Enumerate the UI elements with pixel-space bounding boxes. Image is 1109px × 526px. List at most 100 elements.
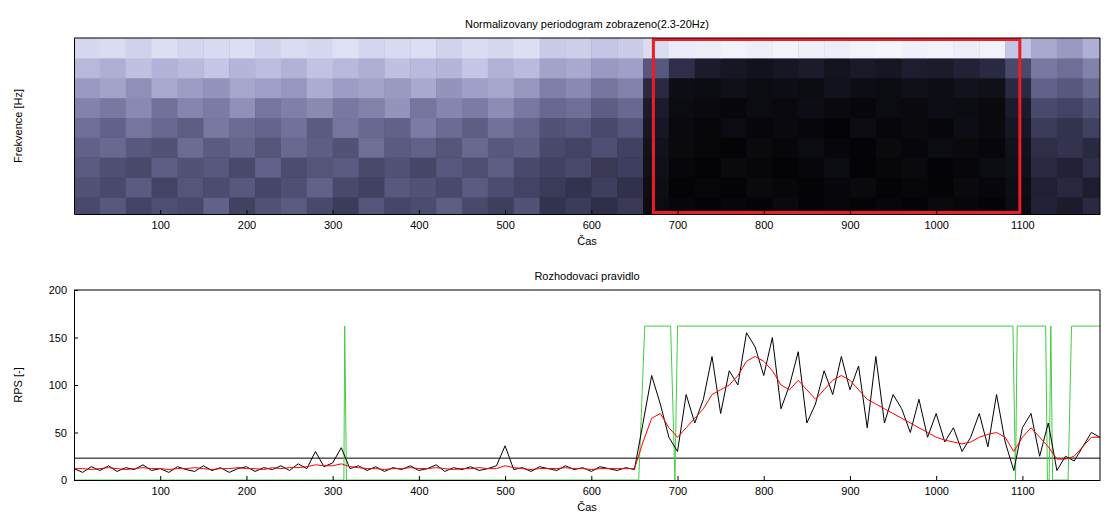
- threshold-line: [74, 458, 1100, 459]
- heatmap-cell: [177, 38, 203, 58]
- y-tick-label: 150: [49, 332, 67, 344]
- heatmap-cell: [850, 157, 876, 177]
- heatmap-cell: [514, 137, 540, 157]
- heatmap-cell: [177, 98, 203, 118]
- heatmap-cell: [436, 177, 462, 197]
- heatmap-cell: [74, 38, 100, 58]
- x-tick-label: 900: [841, 219, 859, 231]
- heatmap-cell: [721, 78, 747, 98]
- y-tick-label: 200: [49, 284, 67, 296]
- x-tick: 600: [583, 210, 601, 231]
- heatmap-cell: [384, 58, 410, 78]
- heatmap-cell: [152, 38, 178, 58]
- heatmap-cell: [384, 78, 410, 98]
- heatmap-cell: [824, 58, 850, 78]
- heatmap-cell: [540, 118, 566, 138]
- heatmap-cell: [74, 157, 100, 177]
- heatmap-cell: [307, 98, 333, 118]
- heatmap-cell: [229, 197, 255, 214]
- heatmap-cell: [281, 177, 307, 197]
- heatmap-cell: [410, 38, 436, 58]
- heatmap-cell: [152, 118, 178, 138]
- x-tick: 800: [755, 476, 773, 497]
- heatmap-cell: [152, 157, 178, 177]
- heatmap-cell: [772, 78, 798, 98]
- heatmap-cell: [333, 157, 359, 177]
- heatmap-cell: [850, 118, 876, 138]
- heatmap-cell: [772, 58, 798, 78]
- heatmap-cell: [902, 58, 928, 78]
- heatmap-cell: [333, 137, 359, 157]
- heatmap-cell: [591, 38, 617, 58]
- x-tick: 200: [238, 476, 256, 497]
- heatmap-cell: [540, 98, 566, 118]
- heatmap-cell: [488, 197, 514, 214]
- heatmap-cell: [798, 38, 824, 58]
- heatmap-cell: [565, 157, 591, 177]
- heatmap-cell: [410, 137, 436, 157]
- heatmap-cell: [1057, 177, 1083, 197]
- heatmap-cell: [307, 38, 333, 58]
- heatmap-cell: [902, 78, 928, 98]
- heatmap-cell: [1083, 118, 1100, 138]
- x-tick-mark: [505, 210, 506, 214]
- heatmap-cell: [669, 78, 695, 98]
- heatmap-cell: [333, 98, 359, 118]
- y-tick-mark: [74, 338, 78, 339]
- heatmap-cell: [540, 157, 566, 177]
- x-axis-title: Čas: [577, 235, 597, 247]
- x-axis: 10020030040050060070080090010001100: [75, 476, 1101, 497]
- x-tick-mark: [850, 476, 851, 480]
- x-tick-label: 400: [410, 485, 428, 497]
- heatmap-cell: [307, 78, 333, 98]
- heatmap-cell: [229, 157, 255, 177]
- heatmap-cell: [488, 58, 514, 78]
- heatmap-cell: [928, 118, 954, 138]
- y-axis: 050100150200: [49, 284, 78, 486]
- series-line: [74, 357, 1100, 470]
- heatmap-cell: [100, 197, 126, 214]
- heatmap-cell: [514, 38, 540, 58]
- heatmap-cell: [384, 118, 410, 138]
- heatmap-cell: [902, 137, 928, 157]
- heatmap-cell: [565, 118, 591, 138]
- heatmap-cell: [643, 78, 669, 98]
- x-tick-label: 700: [669, 219, 687, 231]
- heatmap-cell: [514, 197, 540, 214]
- heatmap-cell: [333, 177, 359, 197]
- x-tick-label: 800: [755, 485, 773, 497]
- heatmap-cell: [203, 118, 229, 138]
- y-tick: 50: [55, 427, 78, 439]
- heatmap-cell: [979, 157, 1005, 177]
- heatmap-cell: [669, 98, 695, 118]
- heatmap-cell: [177, 197, 203, 214]
- heatmap-cell: [100, 38, 126, 58]
- heatmap-cell: [953, 98, 979, 118]
- heatmap-cell: [824, 157, 850, 177]
- heatmap-cell: [307, 118, 333, 138]
- heatmap-cell: [100, 177, 126, 197]
- heatmap-cell: [772, 177, 798, 197]
- x-tick-mark: [850, 210, 851, 214]
- heatmap-cell: [384, 137, 410, 157]
- heatmap-cell: [333, 58, 359, 78]
- heatmap-cell: [747, 118, 773, 138]
- heatmap-cell: [979, 98, 1005, 118]
- x-tick-mark: [419, 476, 420, 480]
- x-tick-mark: [160, 476, 161, 480]
- x-tick-label: 300: [324, 219, 342, 231]
- heatmap-cell: [126, 78, 152, 98]
- heatmap-cell: [540, 58, 566, 78]
- heatmap-cell: [824, 137, 850, 157]
- heatmap-cell: [359, 177, 385, 197]
- heatmap-cell: [514, 58, 540, 78]
- heatmap-cell: [798, 98, 824, 118]
- x-tick: 900: [841, 210, 859, 231]
- heatmap-cell: [1031, 98, 1057, 118]
- heatmap-cell: [876, 78, 902, 98]
- heatmap-cell: [436, 38, 462, 58]
- heatmap-cell: [928, 98, 954, 118]
- heatmap-cell: [514, 118, 540, 138]
- heatmap-cell: [617, 58, 643, 78]
- heatmap-cell: [229, 58, 255, 78]
